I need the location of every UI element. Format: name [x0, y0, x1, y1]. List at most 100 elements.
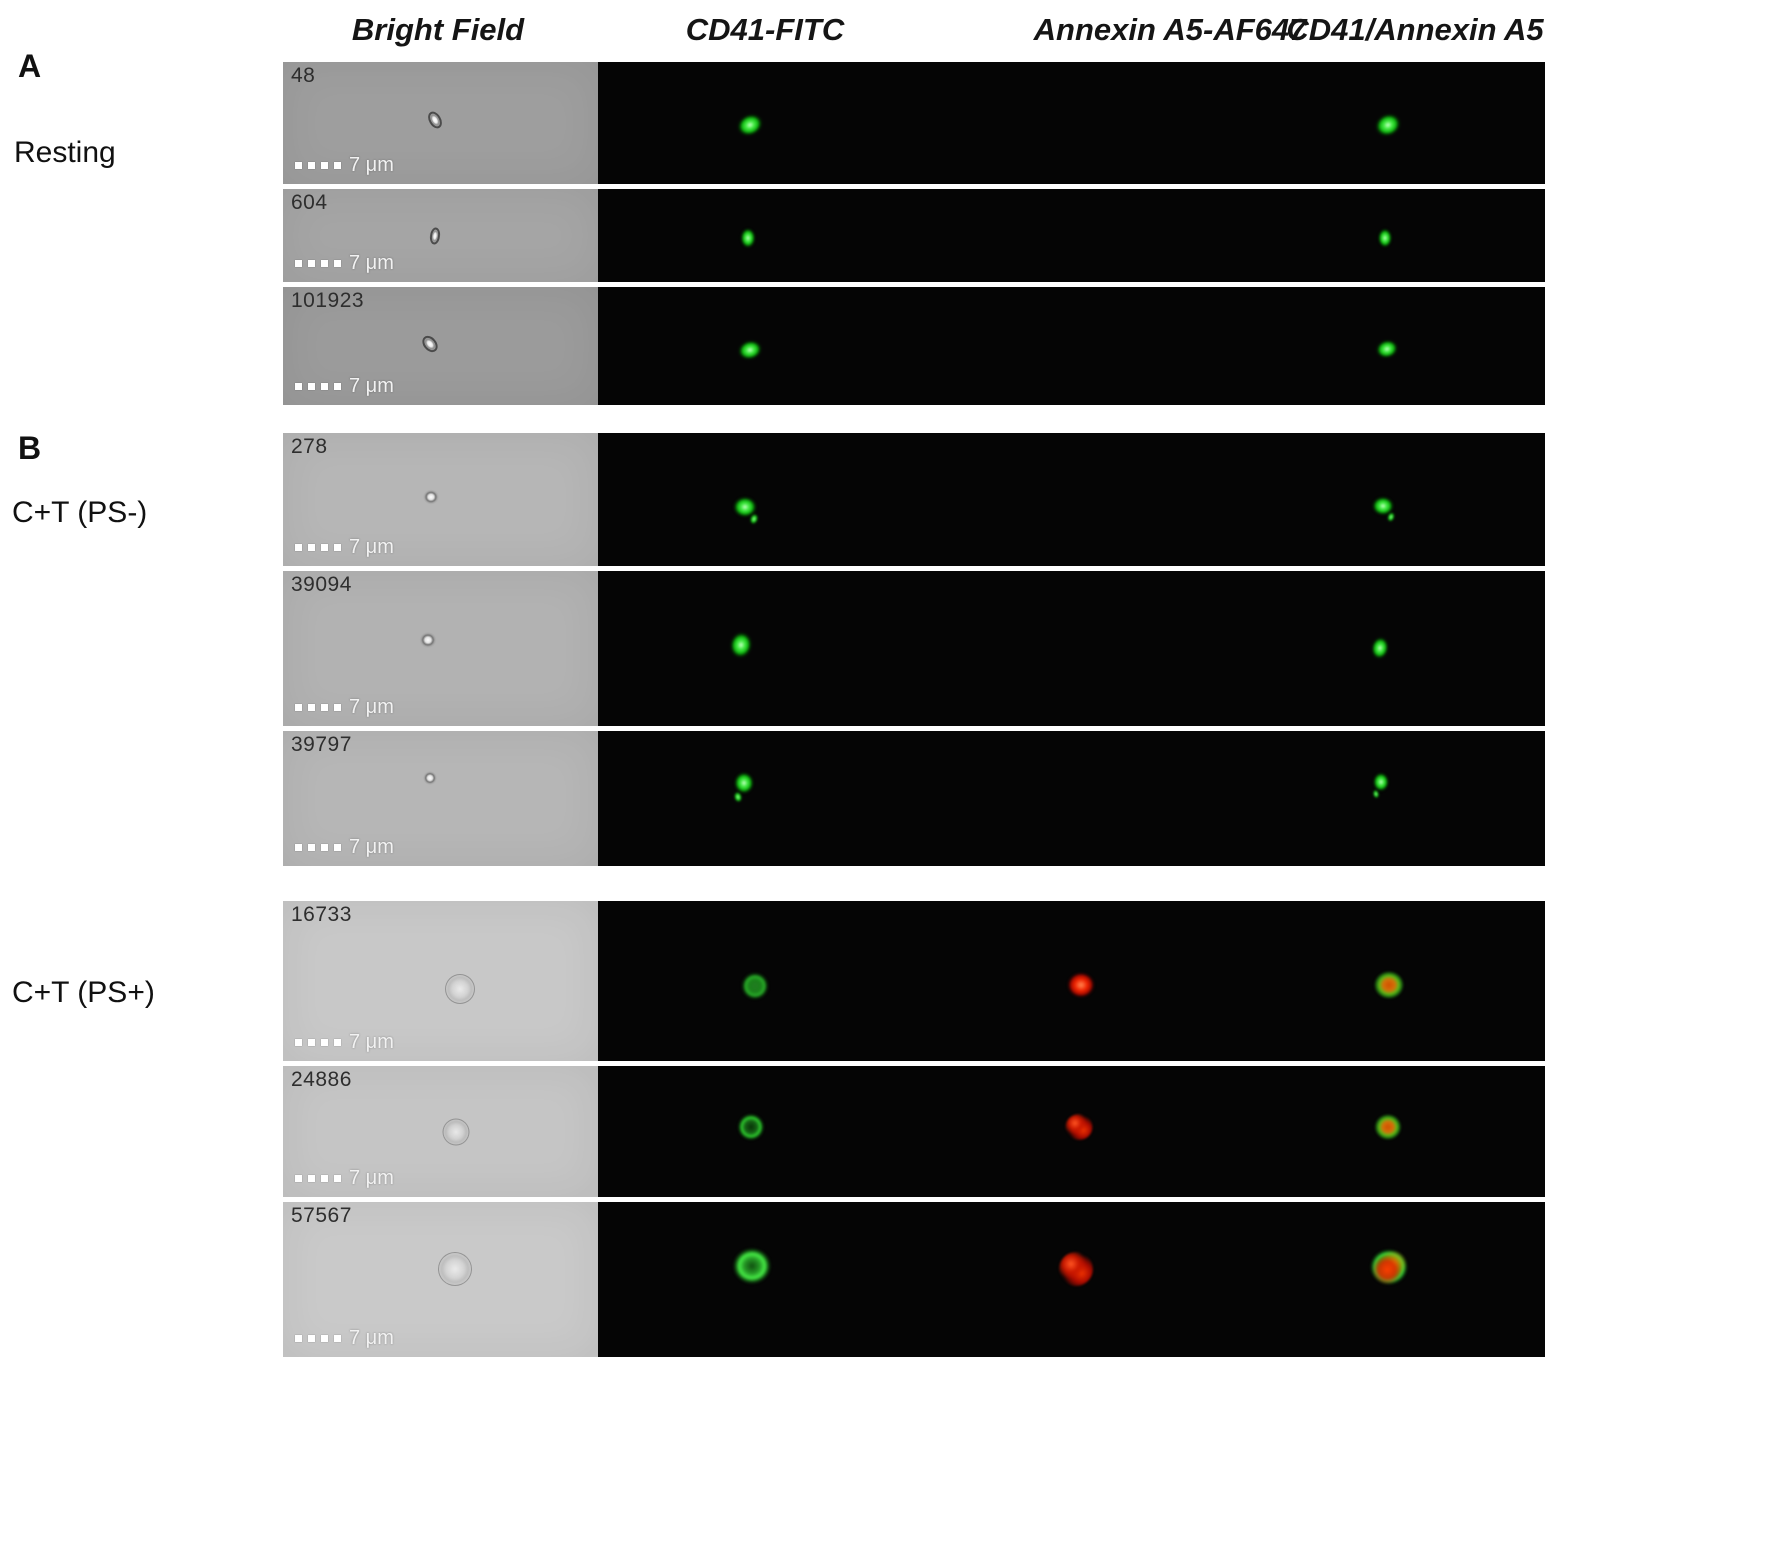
bright-field-image: 39094 7 μm [283, 571, 598, 726]
scale-bar-label: 7 μm [349, 1031, 394, 1053]
scale-bar-dot [321, 1335, 328, 1342]
fluorescence-channels-strip [598, 287, 1545, 405]
merged-overlay-signal [1370, 1249, 1408, 1285]
scale-bar-dot [308, 844, 315, 851]
scale-bar-dot [321, 260, 328, 267]
annexin-af647-signal [1067, 972, 1095, 998]
scale-bar-dot [321, 544, 328, 551]
scale-bar: 7 μm [295, 536, 394, 559]
scale-bar-dot [295, 1175, 302, 1182]
event-row-101923: 101923 7 μm [283, 287, 1545, 405]
bright-field-image: 48 7 μm [283, 62, 598, 184]
scale-bar-dot [321, 383, 328, 390]
event-row-604: 604 7 μm [283, 189, 1545, 282]
merged-overlay-signal [1373, 772, 1389, 792]
event-row-48: 48 7 μm [283, 62, 1545, 184]
scale-bar-label: 7 μm [349, 696, 394, 718]
scale-bar-label: 7 μm [349, 1167, 394, 1189]
scale-bar-dot [295, 704, 302, 711]
scale-bar: 7 μm [295, 154, 394, 177]
scale-bar-dot [334, 162, 341, 169]
fluorescence-channels-strip [598, 731, 1545, 866]
annexin-af647-signal [1065, 1114, 1093, 1140]
event-number: 39797 [291, 733, 352, 756]
scale-bar-dot [334, 544, 341, 551]
cell-particle [445, 974, 475, 1004]
event-number: 48 [291, 64, 316, 87]
cd41-fitc-signal [735, 337, 765, 363]
scale-bar-label: 7 μm [349, 154, 394, 176]
scale-bar: 7 μm [295, 1167, 394, 1190]
merged-overlay-signal [1378, 228, 1392, 248]
condition-label-ps-pos: C+T (PS+) [12, 976, 155, 1009]
bright-field-image: 24886 7 μm [283, 1066, 598, 1197]
cd41-fitc-signal [734, 772, 754, 794]
bright-field-image: 57567 7 μm [283, 1202, 598, 1357]
bright-field-image: 16733 7 μm [283, 901, 598, 1061]
annexin-af647-signal [1059, 1252, 1093, 1286]
event-number: 39094 [291, 573, 352, 596]
bright-field-image: 101923 7 μm [283, 287, 598, 405]
event-row-16733: 16733 7 μm [283, 901, 1545, 1061]
cd41-fitc-signal [737, 1113, 765, 1141]
event-row-24886: 24886 7 μm [283, 1066, 1545, 1197]
event-number: 24886 [291, 1068, 352, 1091]
event-number: 57567 [291, 1204, 352, 1227]
scale-bar: 7 μm [295, 836, 394, 859]
scale-bar: 7 μm [295, 696, 394, 719]
scale-bar-dot [321, 704, 328, 711]
panel-label-a: A [18, 48, 42, 84]
bright-field-image: 604 7 μm [283, 189, 598, 282]
cell-particle [423, 489, 439, 505]
event-row-278: 278 7 μm [283, 433, 1545, 566]
scale-bar-dot [321, 844, 328, 851]
condition-label-resting: Resting [14, 136, 116, 169]
scale-bar-dot [321, 162, 328, 169]
scale-bar-dot [308, 1335, 315, 1342]
event-number: 604 [291, 191, 328, 214]
scale-bar-label: 7 μm [349, 836, 394, 858]
scale-bar-dot [308, 1039, 315, 1046]
cell-particle [428, 226, 442, 246]
cd41-fitc-signal [741, 972, 769, 1000]
scale-bar-dot [308, 162, 315, 169]
scale-bar-dot [295, 844, 302, 851]
cd41-fitc-signal [740, 228, 756, 248]
scale-bar-dot [308, 544, 315, 551]
scale-bar-dot [308, 704, 315, 711]
cd41-fitc-signal [733, 109, 767, 141]
merged-overlay-signal [1369, 635, 1391, 661]
cell-particle [423, 771, 437, 785]
merged-overlay-signal [1372, 496, 1394, 516]
event-row-57567: 57567 7 μm [283, 1202, 1545, 1357]
cell-particle [438, 1252, 472, 1286]
merged-overlay-signal [1374, 337, 1400, 361]
column-header-annexin-af647: Annexin A5-AF647 [1033, 12, 1307, 47]
scale-bar-dot [334, 260, 341, 267]
column-header-bright-field: Bright Field [351, 12, 525, 47]
scale-bar: 7 μm [295, 1031, 394, 1054]
scale-bar-dot [334, 1335, 341, 1342]
cell-particle [442, 1118, 470, 1146]
merged-overlay-signal [1374, 971, 1404, 999]
scale-bar-dot [295, 544, 302, 551]
cell-particle [425, 109, 445, 131]
cd41-fitc-signal [733, 496, 757, 518]
event-row-39797: 39797 7 μm [283, 731, 1545, 866]
scale-bar-label: 7 μm [349, 375, 394, 397]
scale-bar: 7 μm [295, 375, 394, 398]
fluorescence-channels-strip [598, 571, 1545, 726]
scale-bar-dot [334, 1175, 341, 1182]
cell-particle [419, 332, 441, 356]
event-row-39094: 39094 7 μm [283, 571, 1545, 726]
scale-bar-dot [295, 162, 302, 169]
event-number: 278 [291, 435, 328, 458]
cd41-fitc-signal [727, 630, 755, 660]
scale-bar-dot [321, 1039, 328, 1046]
fluorescence-channels-strip [598, 62, 1545, 184]
scale-bar-dot [334, 383, 341, 390]
fluorescence-channels-strip [598, 189, 1545, 282]
event-number: 101923 [291, 289, 365, 312]
event-number: 16733 [291, 903, 352, 926]
